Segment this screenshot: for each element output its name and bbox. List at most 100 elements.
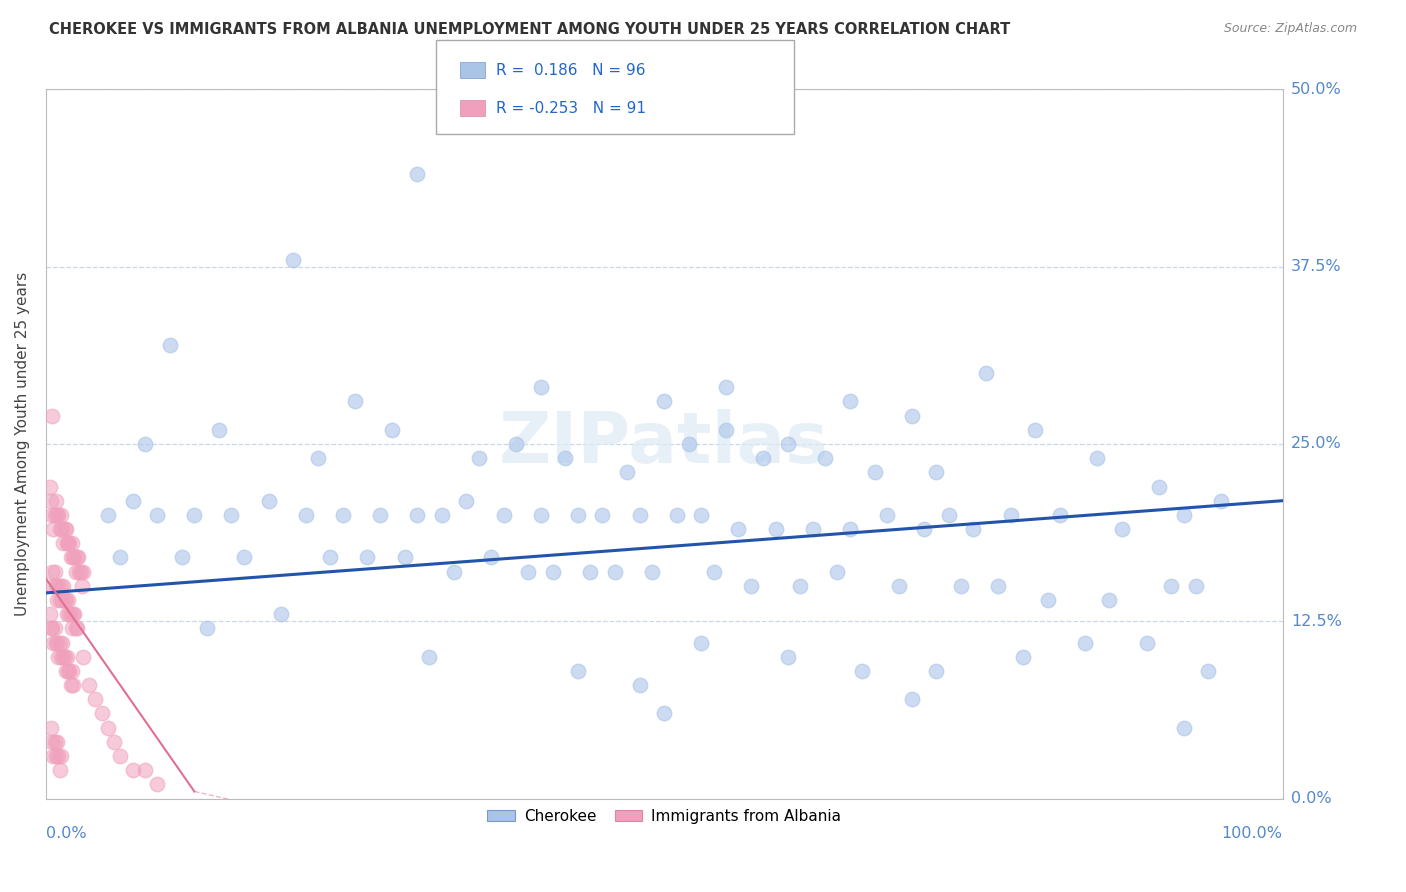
Point [60,536,83,550]
Point [567,664,589,678]
Point [59,607,82,622]
Point [492,508,515,522]
Point [42,579,65,593]
Point [121,763,143,777]
Point [44,565,66,579]
Point [58,536,80,550]
Point [876,508,898,522]
Point [58,593,80,607]
Text: R =  0.186   N = 96: R = 0.186 N = 96 [496,62,645,78]
Point [58,607,80,622]
Point [46,593,69,607]
Text: 12.5%: 12.5% [1291,614,1341,629]
Point [56,607,79,622]
Point [319,550,342,565]
Point [77,678,100,692]
Point [51,522,73,536]
Point [53,522,76,536]
Text: ZIPatlas: ZIPatlas [499,409,830,478]
Point [665,508,688,522]
Point [46,579,69,593]
Point [38,479,60,493]
Point [727,522,749,536]
Point [406,168,429,182]
Point [121,493,143,508]
Point [974,366,997,380]
Point [394,550,416,565]
Point [950,579,973,593]
Point [938,508,960,522]
Point [46,649,69,664]
Point [283,252,305,267]
Point [66,550,89,565]
Point [838,394,860,409]
Point [714,423,737,437]
Point [987,579,1010,593]
Point [53,649,76,664]
Point [39,721,62,735]
Point [45,579,67,593]
Point [45,493,67,508]
Point [146,508,169,522]
Point [690,635,713,649]
Point [801,522,824,536]
Point [56,649,79,664]
Point [1185,579,1208,593]
Point [183,508,205,522]
Text: Source: ZipAtlas.com: Source: ZipAtlas.com [1223,22,1357,36]
Point [1085,451,1108,466]
Point [1024,423,1046,437]
Point [579,565,602,579]
Legend: Cherokee, Immigrants from Albania: Cherokee, Immigrants from Albania [481,803,848,830]
Point [925,466,948,480]
Point [530,508,553,522]
Point [60,664,83,678]
Point [55,522,77,536]
Point [65,565,87,579]
Point [108,550,131,565]
Point [789,579,811,593]
Point [62,678,84,692]
Point [103,735,125,749]
Point [344,394,367,409]
Point [46,735,69,749]
Point [652,706,675,721]
Point [1173,508,1195,522]
Point [45,635,67,649]
Point [1135,635,1157,649]
Point [703,565,725,579]
Point [1147,479,1170,493]
Point [851,664,873,678]
Point [443,565,465,579]
Point [49,579,72,593]
Point [332,508,354,522]
Point [368,508,391,522]
Point [84,692,107,706]
Point [208,423,231,437]
Point [1111,522,1133,536]
Point [678,437,700,451]
Point [52,579,75,593]
Point [55,664,77,678]
Point [108,749,131,764]
Text: 37.5%: 37.5% [1291,260,1341,274]
Point [41,735,63,749]
Point [889,579,911,593]
Text: CHEROKEE VS IMMIGRANTS FROM ALBANIA UNEMPLOYMENT AMONG YOUTH UNDER 25 YEARS CORR: CHEROKEE VS IMMIGRANTS FROM ALBANIA UNEM… [49,22,1011,37]
Point [70,579,93,593]
Point [468,451,491,466]
Point [58,536,80,550]
Point [159,337,181,351]
Point [146,777,169,791]
Point [418,649,440,664]
Point [567,508,589,522]
Point [41,508,63,522]
Point [59,678,82,692]
Point [42,635,65,649]
Point [45,749,67,764]
Point [52,536,75,550]
Point [52,649,75,664]
Point [479,550,502,565]
Point [56,536,79,550]
Point [46,635,69,649]
